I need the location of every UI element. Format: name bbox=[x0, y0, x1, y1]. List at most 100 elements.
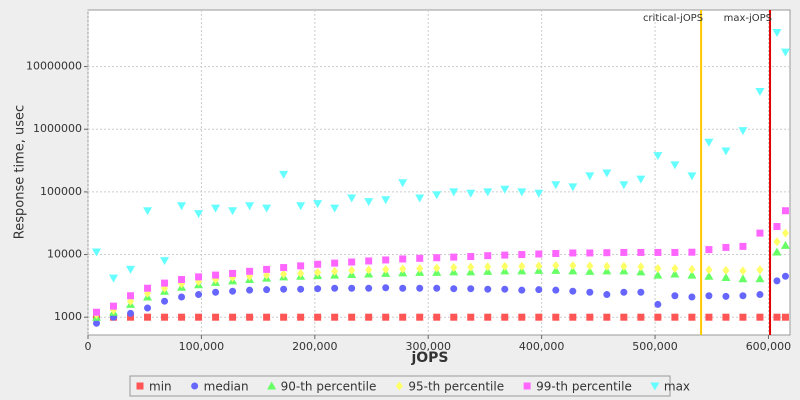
point bbox=[671, 313, 679, 321]
point bbox=[722, 292, 730, 300]
point bbox=[704, 138, 714, 147]
point bbox=[297, 313, 305, 321]
point bbox=[297, 268, 305, 278]
point bbox=[739, 292, 747, 300]
point bbox=[279, 170, 289, 179]
point bbox=[552, 313, 560, 321]
point bbox=[603, 261, 611, 271]
point bbox=[432, 191, 442, 200]
point bbox=[348, 258, 356, 266]
point bbox=[756, 313, 764, 321]
point bbox=[313, 200, 323, 209]
point bbox=[705, 246, 713, 254]
legend-label: 95-th percentile bbox=[408, 380, 504, 394]
point bbox=[518, 251, 526, 259]
legend-label: 90-th percentile bbox=[281, 380, 377, 394]
point bbox=[738, 274, 748, 283]
point bbox=[704, 271, 714, 280]
point bbox=[781, 272, 789, 280]
point bbox=[399, 284, 407, 292]
point bbox=[568, 266, 578, 275]
point bbox=[518, 313, 526, 321]
legend-marker bbox=[136, 382, 144, 390]
point bbox=[586, 261, 594, 271]
point bbox=[654, 300, 662, 308]
point bbox=[781, 207, 789, 215]
legend-marker bbox=[523, 382, 531, 390]
point bbox=[670, 161, 680, 170]
point bbox=[126, 265, 136, 274]
point bbox=[501, 251, 509, 259]
point bbox=[398, 179, 408, 188]
point bbox=[552, 260, 560, 270]
point bbox=[331, 259, 339, 267]
point bbox=[688, 264, 696, 274]
point bbox=[484, 313, 492, 321]
point bbox=[399, 313, 407, 321]
point bbox=[756, 229, 764, 237]
point bbox=[781, 228, 789, 238]
point bbox=[705, 313, 713, 321]
point bbox=[518, 261, 526, 271]
point bbox=[586, 288, 594, 296]
point bbox=[739, 313, 747, 321]
legend-label: max bbox=[664, 380, 690, 394]
point bbox=[178, 275, 186, 283]
legend-marker bbox=[650, 382, 660, 391]
point bbox=[738, 127, 748, 136]
point bbox=[620, 261, 628, 271]
legend-marker bbox=[267, 381, 277, 390]
point bbox=[245, 202, 255, 211]
point bbox=[552, 249, 560, 257]
point bbox=[756, 291, 764, 299]
point bbox=[433, 284, 441, 292]
point bbox=[687, 270, 697, 279]
point bbox=[603, 313, 611, 321]
point bbox=[722, 313, 730, 321]
point bbox=[433, 263, 441, 273]
point bbox=[433, 313, 441, 321]
point bbox=[780, 240, 790, 249]
point bbox=[688, 293, 696, 301]
point bbox=[127, 309, 135, 317]
point bbox=[280, 313, 288, 321]
point bbox=[484, 252, 492, 260]
x-tick-label: 500,000 bbox=[632, 340, 678, 353]
point bbox=[177, 202, 187, 211]
plot-area bbox=[87, 9, 791, 336]
point bbox=[416, 254, 424, 262]
point bbox=[314, 260, 322, 268]
reference-label: max-jOPS bbox=[724, 13, 772, 24]
point bbox=[687, 172, 697, 181]
point bbox=[585, 266, 595, 275]
legend-label: median bbox=[204, 380, 249, 394]
point bbox=[416, 284, 424, 292]
point bbox=[619, 181, 629, 190]
point bbox=[654, 263, 662, 273]
x-tick-label: 400,000 bbox=[519, 340, 565, 353]
point bbox=[195, 291, 203, 299]
point bbox=[161, 297, 169, 305]
point bbox=[569, 313, 577, 321]
point bbox=[229, 269, 237, 277]
point bbox=[92, 248, 102, 257]
reference-label: critical-jOPS bbox=[643, 13, 703, 24]
point bbox=[450, 313, 458, 321]
point bbox=[365, 265, 373, 275]
point bbox=[671, 263, 679, 273]
point bbox=[517, 188, 527, 197]
point bbox=[721, 273, 731, 282]
point bbox=[450, 263, 458, 273]
x-axis-label: jOPS bbox=[410, 350, 448, 366]
point bbox=[212, 271, 220, 279]
point bbox=[348, 265, 356, 275]
point bbox=[773, 223, 781, 231]
point bbox=[161, 279, 169, 287]
point bbox=[603, 291, 611, 299]
point bbox=[382, 256, 390, 264]
point bbox=[194, 210, 204, 219]
point bbox=[280, 285, 288, 293]
point bbox=[211, 204, 221, 213]
point bbox=[330, 204, 340, 213]
